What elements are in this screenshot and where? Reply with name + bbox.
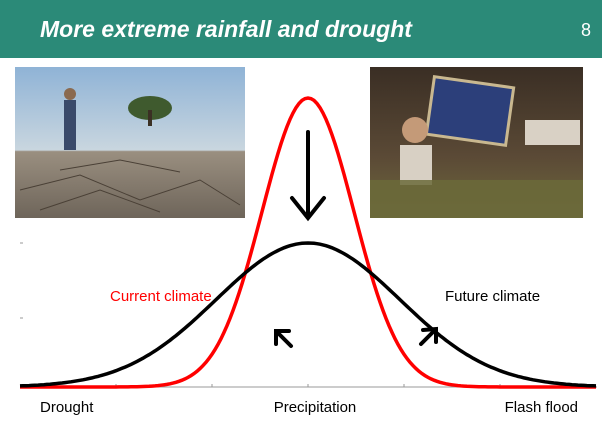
middle-label: Precipitation [274, 399, 357, 416]
future-label: Future climate [445, 288, 540, 305]
slide-number: 8 [581, 20, 591, 40]
current-label: Current climate [110, 288, 212, 305]
slide: More extreme rainfall and drought 8 [0, 0, 602, 446]
photo-drought [15, 67, 245, 218]
right-label: Flash flood [505, 399, 578, 416]
photo-flood [370, 67, 583, 218]
left-label: Drought [40, 399, 94, 416]
slide-title: More extreme rainfall and drought [40, 16, 413, 42]
